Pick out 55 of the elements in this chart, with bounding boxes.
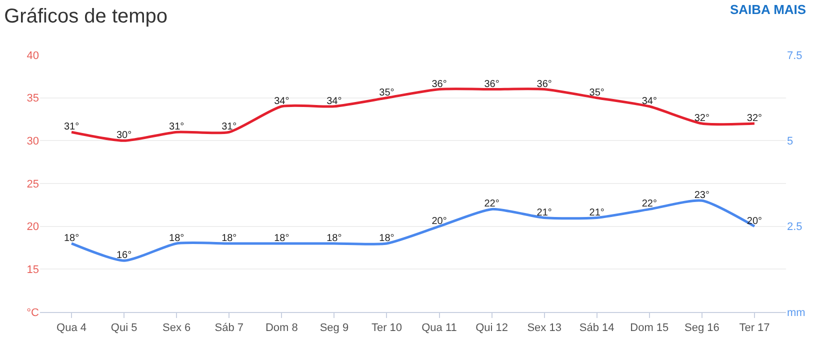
data-label: 23° xyxy=(694,190,710,202)
y2-tick-label: 7.5 xyxy=(787,50,802,62)
y-tick-label: 20 xyxy=(26,221,39,234)
x-tick-label: Sex 13 xyxy=(527,322,562,334)
x-tick-label: Qua 4 xyxy=(56,322,87,334)
data-label: 22° xyxy=(484,198,500,210)
data-label: 34° xyxy=(274,96,290,107)
data-label: 36° xyxy=(484,78,500,90)
y2-tick-label: 5 xyxy=(787,136,794,148)
data-label: 18° xyxy=(379,232,394,244)
data-label: 18° xyxy=(222,232,237,244)
data-label: 20° xyxy=(746,216,762,227)
data-label: 32° xyxy=(694,113,710,124)
data-label: 35° xyxy=(589,87,604,98)
y-tick-label: 35 xyxy=(26,92,39,105)
data-label: 18° xyxy=(326,232,342,244)
y-tick-label: 15 xyxy=(26,264,39,276)
x-tick-label: Qua 11 xyxy=(422,322,457,334)
data-label: 18° xyxy=(274,232,290,244)
data-label: 21° xyxy=(589,207,604,218)
data-label: 16° xyxy=(116,250,132,262)
x-tick-label: Seg 9 xyxy=(320,322,349,334)
data-label: 34° xyxy=(642,96,657,107)
x-tick-label: Dom 15 xyxy=(630,322,669,334)
y-tick-label: 40 xyxy=(26,50,39,62)
x-tick-label: Qui 12 xyxy=(476,322,508,334)
chart-title: Gráficos de tempo xyxy=(4,6,168,28)
y-tick-label: 25 xyxy=(26,178,39,190)
x-tick-label: Sáb 7 xyxy=(214,322,244,334)
data-label: 32° xyxy=(746,113,762,124)
data-label: 21° xyxy=(536,207,552,218)
data-label: 31° xyxy=(169,122,184,133)
x-tick-label: Ter 10 xyxy=(371,322,402,334)
x-tick-label: Qui 5 xyxy=(110,322,138,334)
x-tick-label: Sáb 14 xyxy=(579,322,614,334)
x-tick-label: Seg 16 xyxy=(684,322,720,334)
y-tick-label: °C xyxy=(26,306,40,319)
data-label: 36° xyxy=(432,78,447,90)
y2-tick-label: mm xyxy=(787,306,806,319)
data-label: 34° xyxy=(326,96,342,107)
text: SAIBA MAIS xyxy=(730,2,806,17)
x-tick-label: Dom 8 xyxy=(265,322,298,334)
data-label: 35° xyxy=(379,87,394,98)
data-label: 31° xyxy=(222,122,237,133)
data-label: 18° xyxy=(64,232,80,244)
y-tick-label: 30 xyxy=(26,136,39,148)
y2-tick-label: 2.5 xyxy=(787,221,802,234)
data-label: 22° xyxy=(642,198,657,210)
data-label: 30° xyxy=(116,130,132,142)
x-tick-label: Ter 17 xyxy=(739,322,770,334)
data-label: 20° xyxy=(432,216,447,227)
x-tick-label: Sex 6 xyxy=(162,322,191,334)
data-label: 36° xyxy=(536,78,552,90)
data-label: 31° xyxy=(64,122,80,133)
data-label: 18° xyxy=(169,232,184,244)
